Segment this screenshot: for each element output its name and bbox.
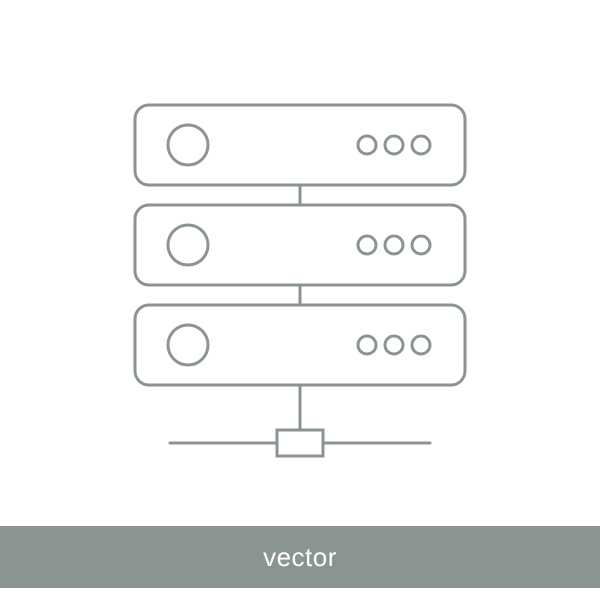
footer-label: vector bbox=[263, 542, 337, 573]
footer-bar: vector bbox=[0, 526, 600, 588]
icon-canvas bbox=[0, 0, 600, 600]
server-rack-icon bbox=[0, 0, 600, 600]
